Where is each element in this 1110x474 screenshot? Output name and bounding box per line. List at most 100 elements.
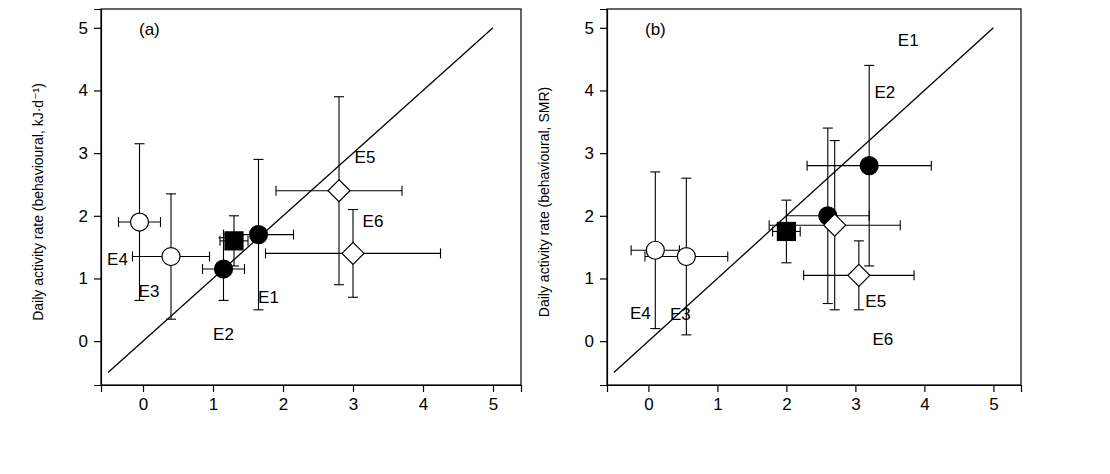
tick-label: 1 <box>585 269 594 288</box>
tick: 2 <box>782 385 791 414</box>
tick-label: 2 <box>782 395 791 414</box>
error-bars <box>773 200 801 263</box>
tick: 0 <box>79 332 101 351</box>
error-cap <box>166 319 176 320</box>
x-axis: 012345 <box>608 385 1022 414</box>
tick-label: 3 <box>585 144 594 163</box>
error-cap <box>781 262 791 263</box>
point-label: E1 <box>898 31 919 50</box>
point-label: E4 <box>107 250 128 269</box>
point <box>777 222 795 240</box>
error-cap <box>781 200 791 201</box>
tick: 3 <box>79 144 101 163</box>
error-cap <box>118 217 119 227</box>
error-cap <box>644 252 645 262</box>
tick-mark <box>353 385 354 392</box>
error-bars <box>133 194 210 319</box>
axis-line <box>600 10 608 386</box>
point-label: E2 <box>874 83 895 102</box>
error-cap <box>913 270 914 280</box>
tick-label: 3 <box>349 395 358 414</box>
tick-label: 1 <box>209 395 218 414</box>
tick-mark <box>600 28 607 29</box>
point-label: E5 <box>355 148 376 167</box>
tick: 2 <box>585 207 607 226</box>
error-cap <box>727 252 728 262</box>
tick-label: 4 <box>79 81 88 100</box>
tick-mark <box>94 278 101 279</box>
error-cap <box>401 186 402 196</box>
tick: 3 <box>349 385 358 414</box>
point <box>646 241 664 259</box>
plot-frame <box>607 9 1021 385</box>
error-cap <box>244 264 245 274</box>
error-cap <box>931 161 932 171</box>
tick-label: 3 <box>79 144 88 163</box>
error-cap <box>254 159 264 160</box>
tick-mark <box>600 90 607 91</box>
error-bars <box>786 128 869 303</box>
tick-label: 0 <box>139 395 148 414</box>
error-bars <box>769 141 900 310</box>
error-cap <box>772 226 773 236</box>
error-cap <box>650 171 660 172</box>
tick-mark <box>493 385 494 392</box>
tick: 1 <box>585 269 607 288</box>
error-cap <box>830 309 840 310</box>
axis-line <box>94 10 102 386</box>
error-cap <box>229 215 239 216</box>
tick-label: 4 <box>920 395 929 414</box>
tick-mark <box>423 385 424 392</box>
error-cap <box>854 309 864 310</box>
point <box>215 260 233 278</box>
y-axis-title: Daily activity rate (behavioural, kJ·d⁻¹… <box>30 83 46 321</box>
tick-mark <box>648 385 649 392</box>
tick: 4 <box>585 81 607 100</box>
tick-mark <box>94 90 101 91</box>
tick-mark <box>94 153 101 154</box>
tick-mark <box>600 341 607 342</box>
tick-label: 3 <box>851 395 860 414</box>
error-cap <box>247 236 248 246</box>
tick-mark <box>143 385 144 392</box>
point-label: E6 <box>872 330 893 349</box>
tick-label: 4 <box>419 395 428 414</box>
tick-label: 0 <box>585 332 594 351</box>
chart-canvas: 012345012345E4E3E1E2E5E6(a)Daily activit… <box>0 0 1110 474</box>
error-bars <box>276 97 402 285</box>
error-cap <box>823 128 833 129</box>
axis-line <box>608 386 1022 393</box>
error-cap <box>681 178 691 179</box>
reference-line <box>614 28 994 373</box>
error-cap <box>631 245 632 255</box>
point <box>162 248 180 266</box>
tick-mark <box>600 216 607 217</box>
error-cap <box>265 248 266 258</box>
point <box>328 180 350 202</box>
point <box>225 232 243 250</box>
tick-label: 0 <box>79 332 88 351</box>
error-bars <box>645 178 728 335</box>
tick-mark <box>600 278 607 279</box>
tick: 0 <box>644 385 653 414</box>
error-cap <box>864 265 874 266</box>
x-axis: 012345 <box>102 385 522 414</box>
tick: 0 <box>139 385 148 414</box>
tick-mark <box>94 341 101 342</box>
tick: 1 <box>209 385 218 414</box>
tick-label: 5 <box>585 19 594 38</box>
point <box>250 226 268 244</box>
tick: 0 <box>585 332 607 351</box>
error-cap <box>864 65 874 66</box>
reference-line <box>108 28 493 373</box>
tick-mark <box>717 385 718 392</box>
error-cap <box>334 96 344 97</box>
error-bars <box>224 159 294 309</box>
y-axis: 012345 <box>79 10 102 386</box>
point <box>848 264 870 286</box>
point-label: E4 <box>630 304 651 323</box>
tick-mark <box>213 385 214 392</box>
error-cap <box>348 209 358 210</box>
tick-mark <box>993 385 994 392</box>
tick: 4 <box>920 385 929 414</box>
